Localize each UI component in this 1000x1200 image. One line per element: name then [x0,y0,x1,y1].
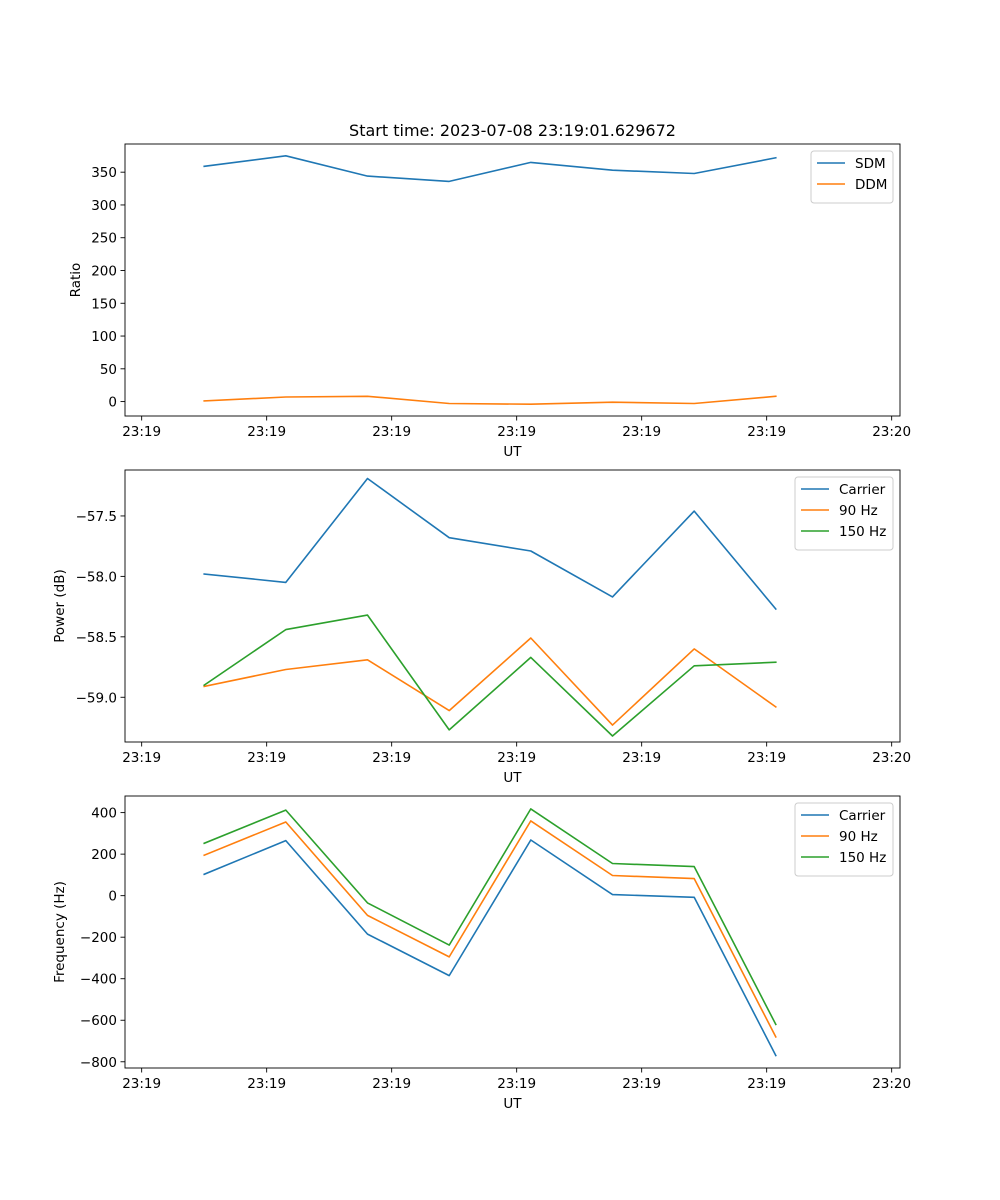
ratio-axes-frame [124,143,901,417]
ratio-x-tick-label: 23:19 [747,424,786,440]
ratio-legend-label: SDM [855,156,886,172]
frequency-y-tick-label: 200 [91,847,117,863]
frequency-x-tick-label: 23:19 [747,1076,786,1092]
ratio-series-sdm-line [203,155,777,183]
frequency-legend-label: 150 Hz [839,850,886,866]
ratio-y-tick-label: 100 [91,329,117,345]
ratio-y-tick-label: 350 [91,165,117,181]
frequency-y-axis-label: Frequency (Hz) [52,881,68,983]
ratio-x-tick-label: 23:20 [872,424,911,440]
ratio-x-tick-label: 23:19 [247,424,286,440]
ratio-y-axis-label: Ratio [68,263,84,298]
power-x-tick-label: 23:19 [247,750,286,766]
frequency-axes-frame [124,795,901,1069]
ratio-x-tick-label: 23:19 [122,424,161,440]
ratio-y-tick-label: 300 [91,198,117,214]
power-legend-label: 90 Hz [839,503,878,519]
power-axes-frame [124,469,901,743]
power-x-tick-label: 23:19 [497,750,536,766]
ratio-y-tick-label: 200 [91,263,117,279]
power-series-90-hz-line [203,637,777,726]
power-y-axis-label: Power (dB) [52,569,68,642]
ratio-y-tick-label: 0 [108,395,117,411]
power-legend-label: Carrier [839,482,886,498]
frequency-series-90-hz-line [203,820,777,1038]
frequency-y-tick-label: 0 [108,889,117,905]
power-y-tick-label: −57.5 [76,509,117,525]
ratio-y-tick-label: 250 [91,231,117,247]
ratio-x-tick-label: 23:19 [622,424,661,440]
frequency-x-axis-label: UT [503,1096,522,1112]
ratio-y-tick-label: 50 [100,362,117,378]
frequency-y-tick-label: −800 [80,1055,117,1071]
ratio-y-tick-label: 150 [91,296,117,312]
power-x-axis-label: UT [503,770,522,786]
power-y-tick-label: −58.5 [76,630,117,646]
frequency-legend-label: Carrier [839,808,886,824]
ratio-x-axis-label: UT [503,444,522,460]
frequency-panel: 23:19 23:19 23:19 23:19 23:19 23:19 23:20 −800 −… [52,795,911,1112]
frequency-x-tick-label: 23:19 [622,1076,661,1092]
chart-title: Start time: 2023-07-08 23:19:01.629672 [349,121,676,140]
power-legend-label: 150 Hz [839,524,886,540]
frequency-x-tick-label: 23:19 [372,1076,411,1092]
power-x-tick-label: 23:19 [622,750,661,766]
power-series-150-hz-line [203,614,777,737]
frequency-y-tick-label: 400 [91,806,117,822]
ratio-series-ddm-line [203,395,777,406]
frequency-x-tick-label: 23:19 [122,1076,161,1092]
power-x-tick-label: 23:20 [872,750,911,766]
power-x-tick-label: 23:19 [372,750,411,766]
power-x-tick-label: 23:19 [747,750,786,766]
frequency-x-tick-label: 23:19 [497,1076,536,1092]
ratio-x-tick-label: 23:19 [372,424,411,440]
frequency-legend-label: 90 Hz [839,829,878,845]
power-series-carrier-line [203,477,777,611]
ratio-legend-box [810,150,894,204]
ratio-legend-label: DDM [855,177,887,193]
frequency-series-carrier-line [203,839,777,1057]
ratio-panel: 23:19 23:19 23:19 23:19 23:19 23:19 23:20 0 50 10… [68,143,911,460]
power-panel: 23:19 23:19 23:19 23:19 23:19 23:19 23:20 −59.0… [52,469,911,786]
frequency-y-tick-label: −600 [80,1013,117,1029]
power-y-tick-label: −59.0 [76,690,117,706]
frequency-y-tick-label: −400 [80,972,117,988]
power-x-tick-label: 23:19 [122,750,161,766]
frequency-series-150-hz-line [203,808,777,1026]
frequency-x-tick-label: 23:20 [872,1076,911,1092]
frequency-x-tick-label: 23:19 [247,1076,286,1092]
power-y-tick-label: −58.0 [76,569,117,585]
frequency-y-tick-label: −200 [80,930,117,946]
ratio-x-tick-label: 23:19 [497,424,536,440]
